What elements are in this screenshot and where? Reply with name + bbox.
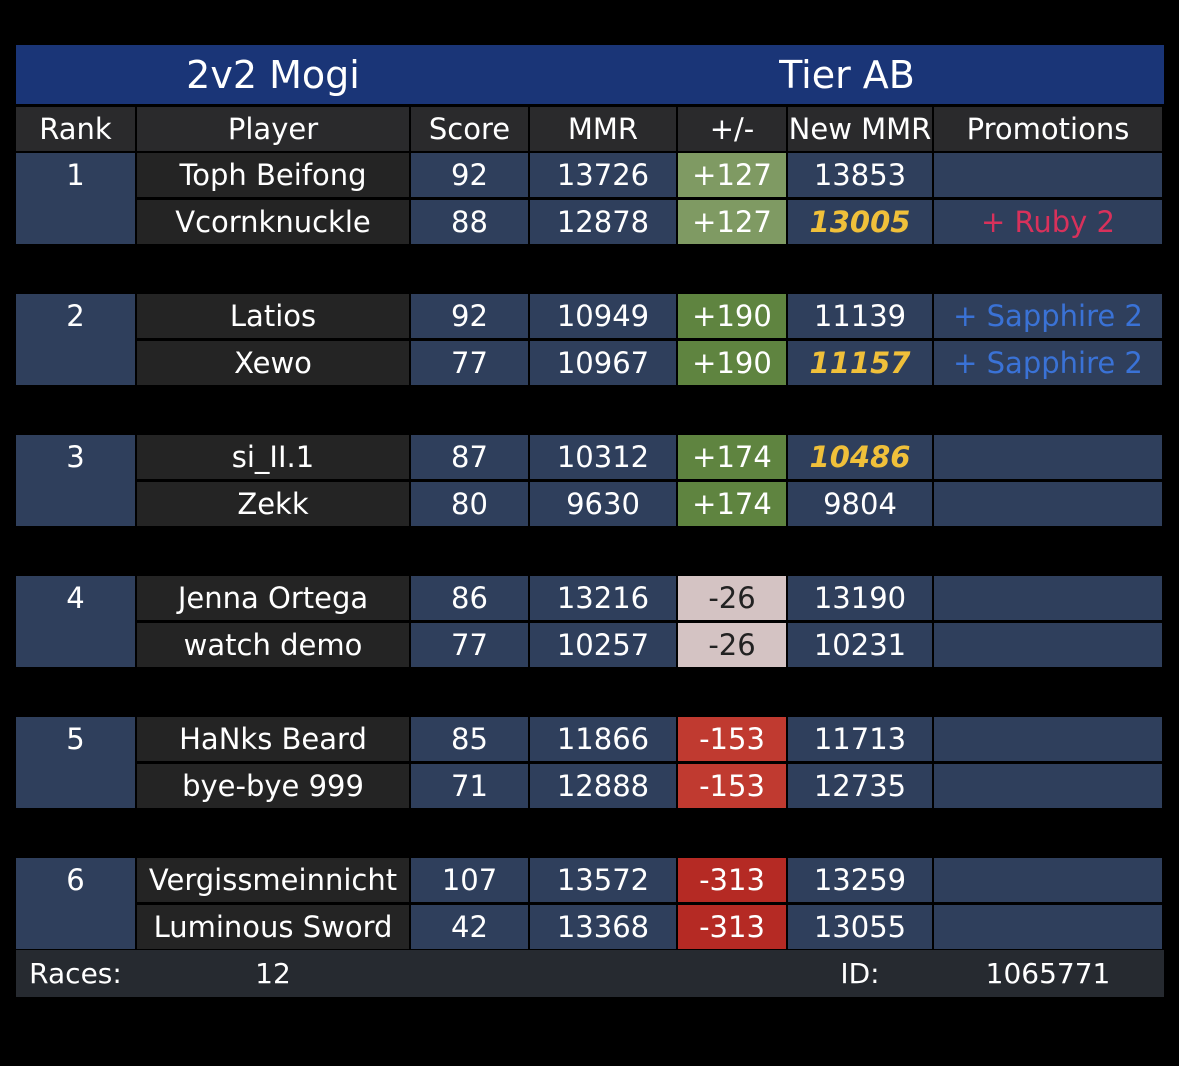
player-name: watch demo <box>137 623 409 667</box>
player-name: Zekk <box>137 482 409 526</box>
player-new-mmr: 11713 <box>788 717 932 761</box>
player-score: 88 <box>411 200 528 244</box>
mmr-delta: +127 <box>678 200 786 244</box>
team-rank: 6 <box>16 858 135 949</box>
header-delta: +/- <box>678 107 786 151</box>
team-rank: 5 <box>16 717 135 808</box>
mmr-delta: +190 <box>678 294 786 338</box>
header-player: Player <box>137 107 409 151</box>
player-mmr: 13726 <box>530 153 676 197</box>
mogi-id-value: 1065771 <box>985 956 1111 990</box>
footer-bar <box>16 950 1164 997</box>
player-promotion <box>934 764 1162 808</box>
player-promotion <box>934 717 1162 761</box>
player-promotion <box>934 858 1162 902</box>
mmr-delta: +174 <box>678 482 786 526</box>
mmr-delta: +127 <box>678 153 786 197</box>
player-mmr: 11866 <box>530 717 676 761</box>
player-name: HaNks Beard <box>137 717 409 761</box>
player-promotion: + Ruby 2 <box>934 200 1162 244</box>
player-promotion <box>934 435 1162 479</box>
player-score: 85 <box>411 717 528 761</box>
player-score: 87 <box>411 435 528 479</box>
player-score: 77 <box>411 341 528 385</box>
player-new-mmr: 13259 <box>788 858 932 902</box>
team-rank: 4 <box>16 576 135 667</box>
header-score: Score <box>411 107 528 151</box>
player-score: 92 <box>411 294 528 338</box>
player-promotion <box>934 623 1162 667</box>
mmr-delta: -313 <box>678 905 786 949</box>
player-promotion <box>934 576 1162 620</box>
title-bar <box>16 45 1164 104</box>
mmr-delta: -153 <box>678 717 786 761</box>
player-name: Luminous Sword <box>137 905 409 949</box>
player-new-mmr: 11139 <box>788 294 932 338</box>
player-new-mmr: 13055 <box>788 905 932 949</box>
player-promotion: + Sapphire 2 <box>934 294 1162 338</box>
player-name: Vergissmeinnicht <box>137 858 409 902</box>
races-label: Races: <box>29 956 122 990</box>
player-new-mmr: 10486 <box>788 435 932 479</box>
header-mmr: MMR <box>530 107 676 151</box>
player-mmr: 10312 <box>530 435 676 479</box>
player-new-mmr: 13190 <box>788 576 932 620</box>
id-label: ID: <box>840 956 880 990</box>
player-score: 107 <box>411 858 528 902</box>
mmr-delta: -313 <box>678 858 786 902</box>
player-score: 86 <box>411 576 528 620</box>
tier-title: Tier AB <box>779 52 915 97</box>
player-mmr: 10967 <box>530 341 676 385</box>
player-new-mmr: 13005 <box>788 200 932 244</box>
player-name: Xewo <box>137 341 409 385</box>
player-score: 80 <box>411 482 528 526</box>
mmr-delta: +190 <box>678 341 786 385</box>
team-rank: 1 <box>16 153 135 244</box>
header-rank: Rank <box>16 107 135 151</box>
player-promotion <box>934 482 1162 526</box>
player-new-mmr: 11157 <box>788 341 932 385</box>
player-name: Toph Beifong <box>137 153 409 197</box>
mmr-delta: -26 <box>678 623 786 667</box>
player-promotion <box>934 905 1162 949</box>
player-score: 92 <box>411 153 528 197</box>
player-mmr: 13216 <box>530 576 676 620</box>
player-name: bye-bye 999 <box>137 764 409 808</box>
player-mmr: 13368 <box>530 905 676 949</box>
player-mmr: 10257 <box>530 623 676 667</box>
mogi-format-title: 2v2 Mogi <box>186 52 360 97</box>
player-score: 71 <box>411 764 528 808</box>
player-name: Jenna Ortega <box>137 576 409 620</box>
header-new-mmr: New MMR <box>788 107 932 151</box>
player-mmr: 10949 <box>530 294 676 338</box>
team-rank: 3 <box>16 435 135 526</box>
player-new-mmr: 9804 <box>788 482 932 526</box>
player-mmr: 13572 <box>530 858 676 902</box>
player-name: Latios <box>137 294 409 338</box>
player-name: si_II.1 <box>137 435 409 479</box>
player-new-mmr: 10231 <box>788 623 932 667</box>
mmr-delta: -26 <box>678 576 786 620</box>
team-rank: 2 <box>16 294 135 385</box>
player-promotion <box>934 153 1162 197</box>
player-new-mmr: 12735 <box>788 764 932 808</box>
player-mmr: 12888 <box>530 764 676 808</box>
player-mmr: 9630 <box>530 482 676 526</box>
player-score: 77 <box>411 623 528 667</box>
mmr-delta: -153 <box>678 764 786 808</box>
player-new-mmr: 13853 <box>788 153 932 197</box>
player-mmr: 12878 <box>530 200 676 244</box>
player-name: Vcornknuckle <box>137 200 409 244</box>
player-score: 42 <box>411 905 528 949</box>
player-promotion: + Sapphire 2 <box>934 341 1162 385</box>
header-promotions: Promotions <box>934 107 1162 151</box>
mmr-delta: +174 <box>678 435 786 479</box>
races-value: 12 <box>255 956 291 990</box>
